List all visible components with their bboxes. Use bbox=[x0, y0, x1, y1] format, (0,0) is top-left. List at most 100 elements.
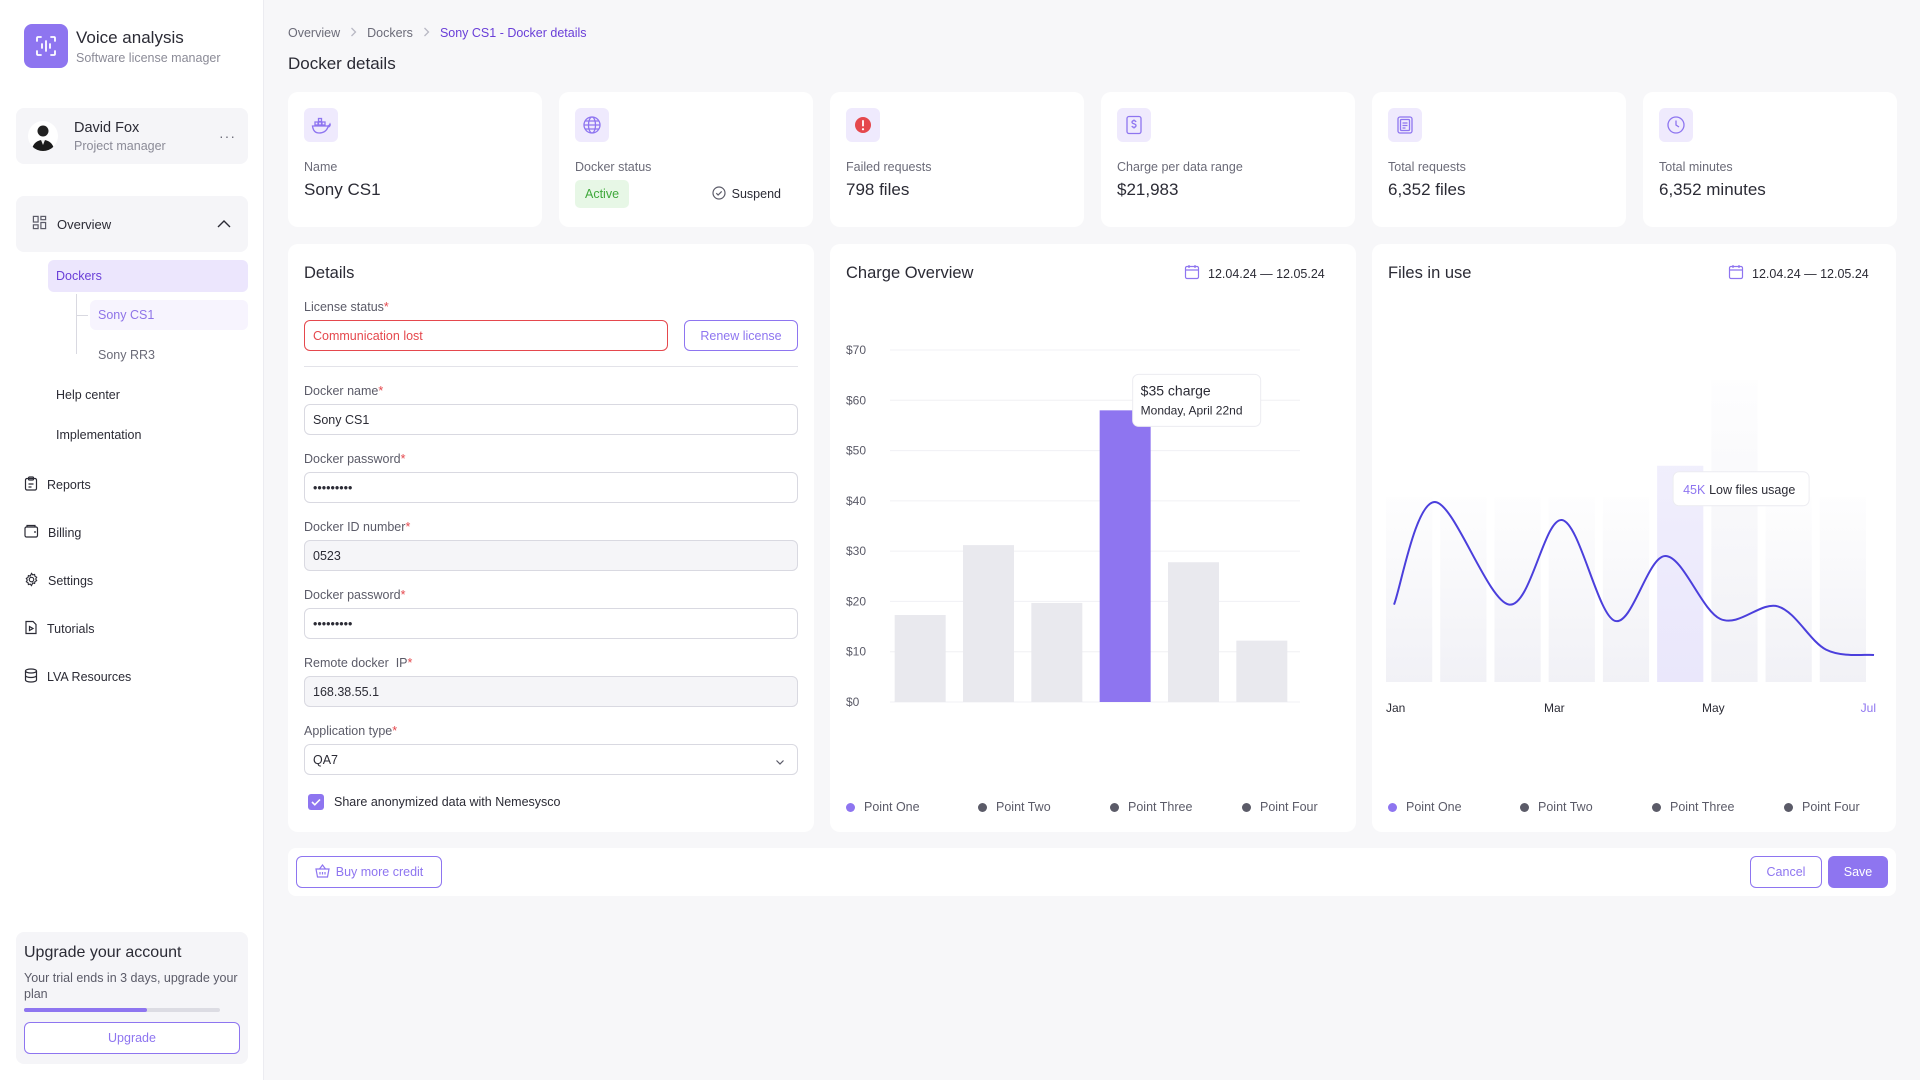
renew-license-button[interactable]: Renew license bbox=[684, 320, 798, 351]
sidebar-item-help-center[interactable]: Help center bbox=[56, 388, 120, 402]
sidebar-item-dockers[interactable]: Dockers bbox=[48, 260, 248, 292]
sidebar-item-label: Tutorials bbox=[47, 622, 95, 636]
upgrade-title: Upgrade your account bbox=[24, 944, 182, 961]
stat-card-failed-requests: Failed requests 798 files bbox=[830, 92, 1084, 227]
save-button[interactable]: Save bbox=[1828, 856, 1888, 888]
docker-password2-input[interactable]: ••••••••• bbox=[304, 608, 798, 639]
y-tick-label: $20 bbox=[846, 594, 866, 608]
bar bbox=[1031, 602, 1083, 702]
x-tick-label: Jan bbox=[1386, 701, 1405, 715]
charge-legend: Point One Point Two Point Three Point Fo… bbox=[846, 800, 1374, 814]
alert-icon bbox=[846, 108, 880, 142]
files-date-range[interactable]: 12.04.24 — 12.05.24 bbox=[1728, 264, 1869, 283]
legend-dot bbox=[1242, 802, 1251, 812]
remote-ip-input[interactable]: 168.38.55.1 bbox=[304, 676, 798, 707]
files-in-use-title: Files in use bbox=[1388, 264, 1472, 282]
sidebar-item-reports[interactable]: Reports bbox=[24, 476, 91, 494]
calendar-icon bbox=[1184, 264, 1200, 283]
details-panel: Details License status* Communication lo… bbox=[288, 244, 814, 832]
chart-tooltip: 45K Low files usage bbox=[1672, 471, 1810, 507]
buy-more-credit-button[interactable]: Buy more credit bbox=[296, 856, 442, 888]
brand-subtitle: Software license manager bbox=[76, 50, 221, 65]
chevron-up-icon[interactable] bbox=[216, 217, 232, 232]
breadcrumb-current: Sony CS1 - Docker details bbox=[439, 26, 587, 40]
wallet-icon bbox=[24, 524, 39, 541]
gear-icon bbox=[24, 572, 39, 590]
legend-item: Point Four bbox=[1784, 800, 1916, 814]
document-icon bbox=[1388, 108, 1422, 142]
docker-id-label: Docker ID number* bbox=[304, 520, 411, 534]
sidebar-item-tutorials[interactable]: Tutorials bbox=[24, 620, 94, 638]
trial-progress-bar bbox=[24, 1008, 220, 1012]
license-status-field[interactable]: Communication lost bbox=[304, 320, 668, 351]
basket-icon bbox=[315, 863, 330, 881]
stat-card-total-minutes: Total minutes 6,352 minutes bbox=[1643, 92, 1897, 227]
stat-card-docker-status: Docker status Active Suspend bbox=[559, 92, 813, 227]
chevron-right-icon bbox=[350, 26, 357, 40]
chevron-down-icon bbox=[775, 755, 785, 769]
status-badge: Active bbox=[575, 180, 630, 208]
breadcrumb-dockers[interactable]: Dockers bbox=[367, 26, 413, 40]
stat-card-charge: Charge per data range $21,983 bbox=[1101, 92, 1355, 227]
page-title: Docker details bbox=[288, 54, 396, 73]
column bbox=[1494, 497, 1541, 682]
details-title: Details bbox=[304, 264, 355, 282]
more-options-icon[interactable]: ··· bbox=[219, 128, 236, 144]
trial-progress-fill bbox=[24, 1008, 148, 1012]
sidebar-item-sony-rr3[interactable]: Sony RR3 bbox=[98, 348, 155, 362]
y-tick-label: $60 bbox=[846, 393, 866, 407]
share-data-checkbox[interactable]: Share anonymized data with Nemesysco bbox=[308, 794, 561, 810]
user-card[interactable]: David Fox Project manager ··· bbox=[16, 108, 248, 164]
sidebar-item-settings[interactable]: Settings bbox=[24, 572, 93, 590]
tooltip-box bbox=[1672, 471, 1810, 507]
column bbox=[1602, 497, 1650, 682]
legend-dot bbox=[1520, 802, 1529, 812]
legend-dot bbox=[1652, 802, 1661, 812]
stat-card-total-requests: Total requests 6,352 files bbox=[1372, 92, 1626, 227]
tooltip-text: Low files usage bbox=[1709, 483, 1795, 497]
sidebar-item-billing[interactable]: Billing bbox=[24, 524, 81, 541]
suspend-button[interactable]: Suspend bbox=[712, 185, 781, 203]
play-document-icon bbox=[24, 620, 38, 638]
upgrade-card: Upgrade your account Your trial ends in … bbox=[16, 932, 248, 1064]
docker-name-input[interactable]: Sony CS1 bbox=[304, 404, 798, 435]
chart-tooltip: $35 charge Monday, April 22nd bbox=[1132, 373, 1262, 427]
stat-value: 6,352 minutes bbox=[1659, 180, 1766, 199]
database-icon bbox=[24, 668, 38, 686]
breadcrumb: Overview Dockers Sony CS1 - Docker detai… bbox=[288, 26, 587, 40]
checkbox-checked-icon[interactable] bbox=[308, 794, 324, 810]
sidebar-item-implementation[interactable]: Implementation bbox=[56, 428, 142, 442]
remote-ip-label: Remote docker IP* bbox=[304, 656, 413, 670]
cancel-button[interactable]: Cancel bbox=[1750, 856, 1822, 888]
stat-label: Docker status bbox=[575, 160, 652, 174]
stat-label: Name bbox=[304, 160, 338, 174]
action-bar: Buy more credit Cancel Save bbox=[288, 848, 1896, 896]
legend-dot bbox=[1110, 802, 1119, 812]
docker-password-input[interactable]: ••••••••• bbox=[304, 472, 798, 503]
sidebar-item-lva-resources[interactable]: LVA Resources bbox=[24, 668, 131, 686]
brand-title: Voice analysis bbox=[76, 27, 184, 47]
sidebar-item-label: Billing bbox=[48, 525, 82, 540]
dollar-icon bbox=[1117, 108, 1151, 142]
application-type-select[interactable]: QA7 bbox=[304, 744, 798, 775]
sidebar-item-sony-cs1[interactable]: Sony CS1 bbox=[90, 300, 248, 330]
x-tick-label: Mar bbox=[1544, 701, 1565, 715]
legend-dot bbox=[978, 802, 987, 812]
bar bbox=[963, 545, 1014, 702]
column bbox=[1765, 497, 1812, 682]
divider bbox=[304, 366, 798, 367]
docker-id-input[interactable]: 0523 bbox=[304, 540, 798, 571]
breadcrumb-overview[interactable]: Overview bbox=[288, 26, 341, 40]
globe-icon bbox=[575, 108, 609, 142]
buy-more-credit-label: Buy more credit bbox=[335, 865, 424, 879]
stat-value: 798 files bbox=[846, 180, 910, 199]
stat-label: Total minutes bbox=[1659, 160, 1733, 174]
charge-date-range[interactable]: 12.04.24 — 12.05.24 bbox=[1184, 264, 1325, 283]
tree-connector bbox=[76, 294, 88, 354]
sidebar-item-overview[interactable]: Overview bbox=[16, 196, 248, 252]
check-circle-icon bbox=[712, 185, 726, 203]
charge-overview-panel: Charge Overview 12.04.24 — 12.05.24 $0 $1… bbox=[830, 244, 1356, 832]
bar bbox=[1168, 562, 1219, 702]
upgrade-button[interactable]: Upgrade bbox=[24, 1022, 240, 1054]
